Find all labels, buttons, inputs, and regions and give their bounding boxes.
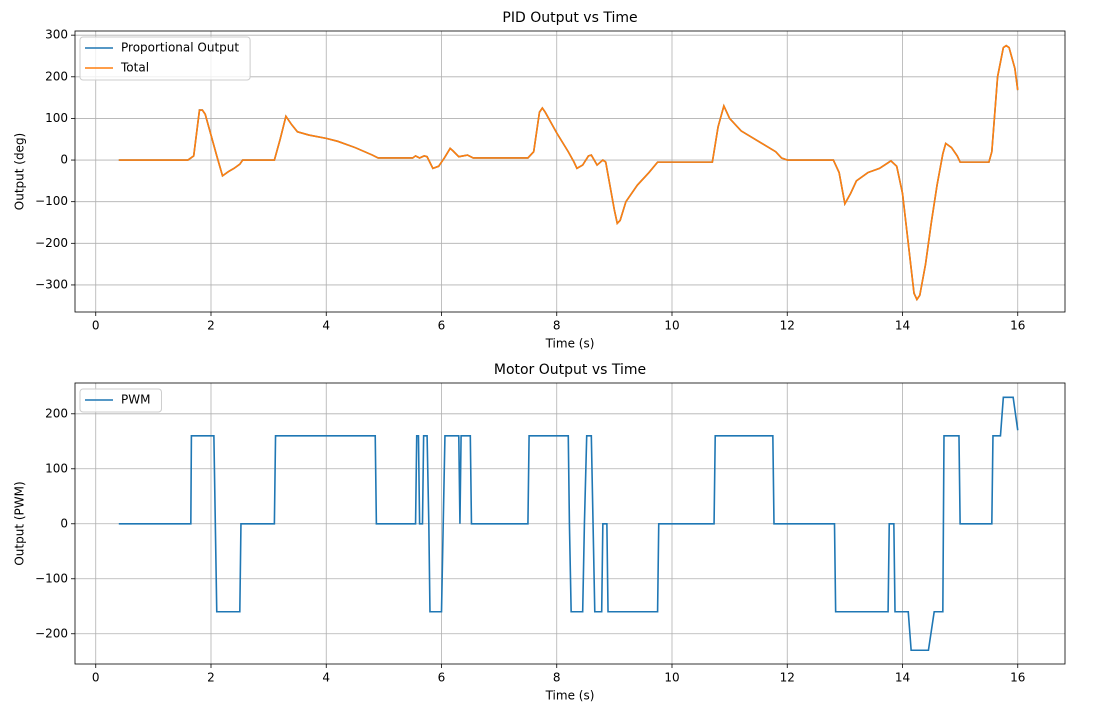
x-tick-label: 2 bbox=[207, 319, 215, 333]
y-tick-label: 300 bbox=[45, 28, 68, 42]
y-tick-label: −200 bbox=[35, 626, 68, 640]
y-axis-label: Output (PWM) bbox=[13, 481, 27, 565]
x-tick-label: 6 bbox=[438, 671, 446, 685]
legend-label: Proportional Output bbox=[121, 41, 239, 55]
x-tick-label: 6 bbox=[438, 319, 446, 333]
x-tick-label: 10 bbox=[664, 671, 679, 685]
legend: PWM bbox=[79, 388, 162, 413]
subplot: PID Output vs Time Time (s) Output (deg) 0 2… bbox=[13, 10, 1066, 351]
x-axis-label: Time (s) bbox=[545, 337, 595, 351]
x-tick-label: 16 bbox=[1010, 319, 1025, 333]
x-tick-label: 4 bbox=[322, 671, 330, 685]
y-tick-label: 100 bbox=[45, 461, 68, 475]
legend-label: Total bbox=[120, 61, 149, 75]
data-line bbox=[118, 396, 1019, 652]
data-line bbox=[118, 44, 1019, 302]
x-tick-label: 14 bbox=[895, 671, 910, 685]
x-tick-label: 10 bbox=[664, 319, 679, 333]
y-tick-label: 200 bbox=[45, 406, 68, 420]
legend-box bbox=[79, 388, 162, 413]
y-tick-label: 0 bbox=[60, 516, 68, 530]
y-tick-label: −200 bbox=[35, 236, 68, 250]
legend-box bbox=[79, 36, 251, 81]
x-axis-label: Time (s) bbox=[545, 689, 595, 703]
x-tick-label: 14 bbox=[895, 319, 910, 333]
y-tick-label: −100 bbox=[35, 571, 68, 585]
x-tick-label: 2 bbox=[207, 671, 215, 685]
y-tick-label: −100 bbox=[35, 194, 68, 208]
x-tick-label: 4 bbox=[322, 319, 330, 333]
plot-frame bbox=[74, 30, 1066, 313]
legend-label: PWM bbox=[121, 393, 150, 407]
x-tick-label: 8 bbox=[553, 319, 561, 333]
y-tick-label: 100 bbox=[45, 111, 68, 125]
x-tick-label: 0 bbox=[92, 319, 100, 333]
data-line bbox=[118, 44, 1019, 302]
x-tick-label: 0 bbox=[92, 671, 100, 685]
y-tick-label: 200 bbox=[45, 69, 68, 83]
subplot: Motor Output vs Time Time (s) Output (PWM)… bbox=[13, 362, 1066, 703]
x-tick-label: 12 bbox=[780, 671, 795, 685]
x-tick-label: 12 bbox=[780, 319, 795, 333]
x-tick-label: 8 bbox=[553, 671, 561, 685]
legend: Proportional Output Total bbox=[79, 36, 251, 81]
chart-title: Motor Output vs Time bbox=[494, 362, 646, 378]
y-tick-label: −300 bbox=[35, 277, 68, 291]
chart-title: PID Output vs Time bbox=[502, 10, 637, 26]
y-axis-label: Output (deg) bbox=[13, 133, 27, 210]
y-tick-label: 0 bbox=[60, 153, 68, 167]
x-tick-label: 16 bbox=[1010, 671, 1025, 685]
plot-frame bbox=[74, 382, 1066, 665]
